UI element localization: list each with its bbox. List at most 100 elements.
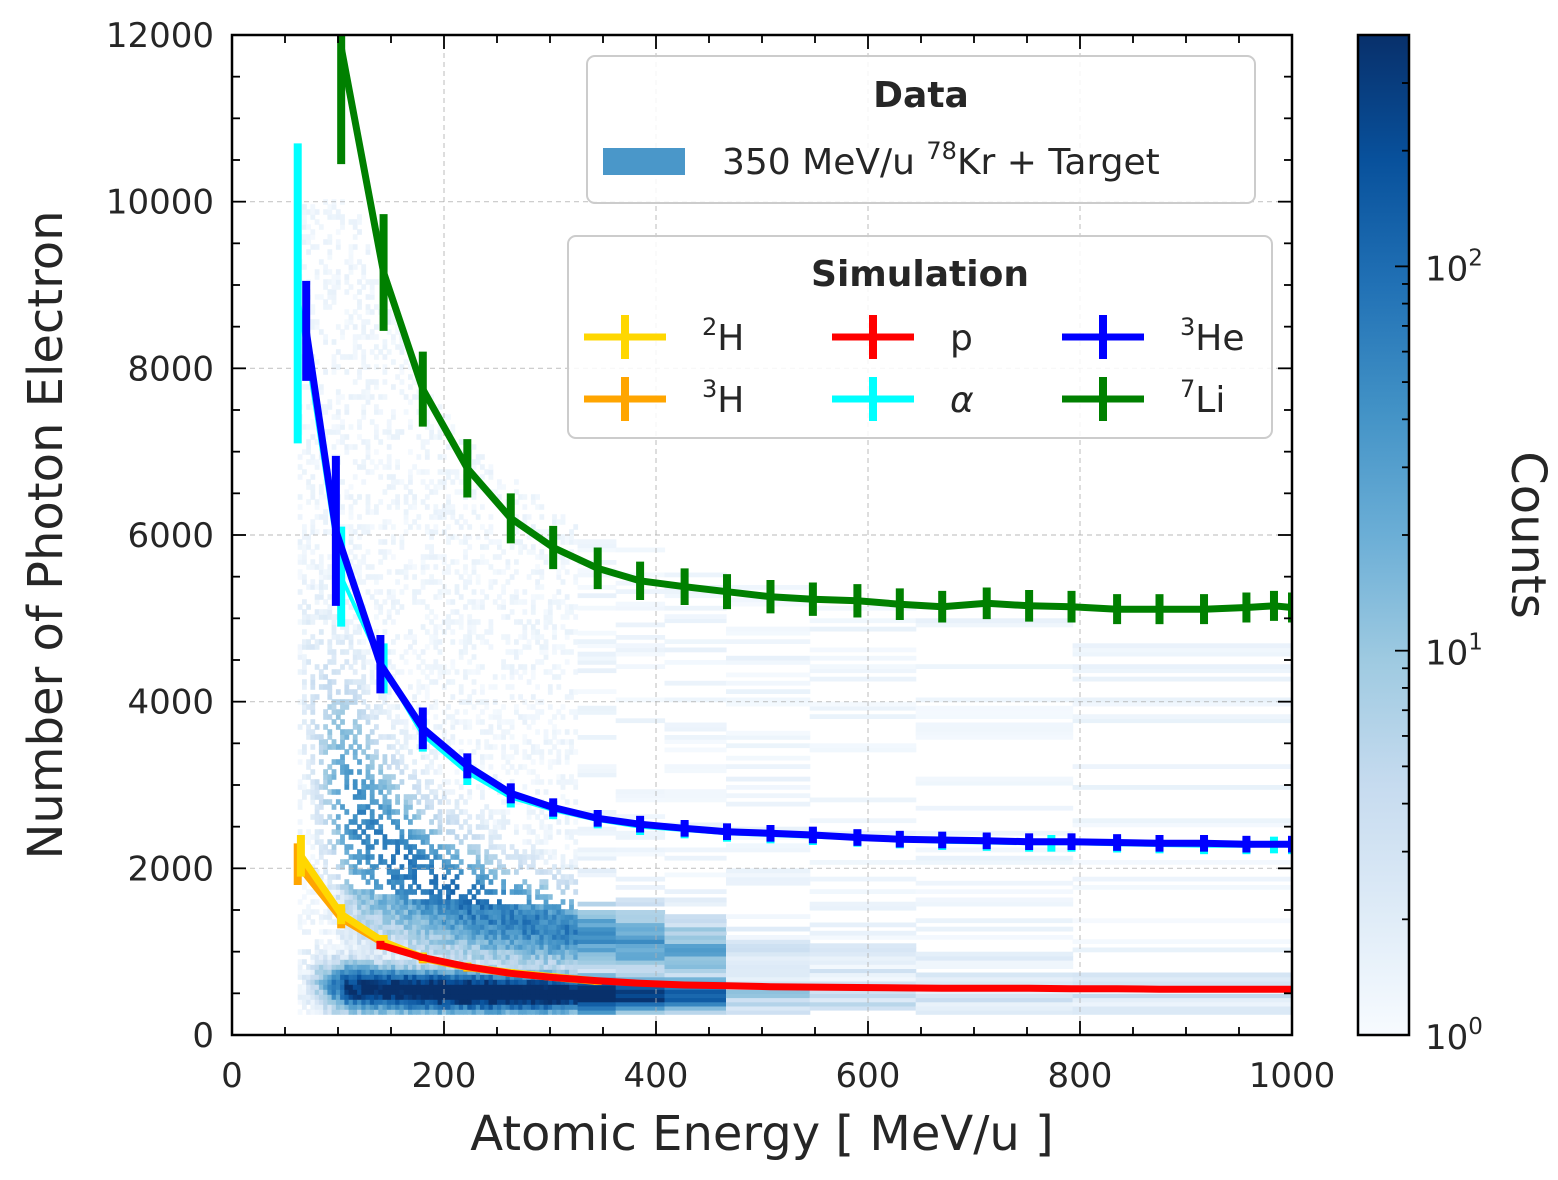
hist-bin: [306, 249, 311, 255]
hist-bin: [348, 619, 354, 625]
hist-bin: [446, 919, 451, 925]
hist-bin: [352, 354, 358, 360]
hist-bin: [480, 939, 485, 945]
hist-bin: [382, 694, 388, 700]
hist-bin: [386, 689, 392, 695]
hist-bin: [408, 884, 413, 890]
hist-bin: [331, 999, 337, 1005]
hist-bin: [399, 899, 405, 905]
hist-bin: [302, 424, 307, 430]
hist-bin: [454, 994, 460, 1000]
hist-bin: [1072, 997, 1292, 1003]
hist-bin: [318, 384, 324, 390]
hist-bin: [446, 509, 451, 515]
hist-bin: [446, 884, 451, 890]
hist-bin: [501, 589, 506, 595]
hist-bin: [302, 549, 307, 555]
hist-bin: [395, 344, 400, 350]
hist-bin: [352, 224, 358, 230]
hist-bin: [514, 749, 519, 755]
hist-bin: [543, 1009, 549, 1015]
hist-bin: [433, 484, 439, 490]
hist-bin: [369, 379, 375, 385]
hist-bin: [348, 494, 354, 500]
hist-bin: [391, 869, 396, 875]
hist-bin: [344, 824, 350, 830]
hist-bin: [560, 989, 566, 995]
hist-bin: [437, 589, 443, 595]
hist-bin: [344, 809, 350, 815]
hist-bin: [391, 774, 396, 780]
hist-bin: [403, 409, 409, 415]
hist-bin: [302, 224, 307, 230]
hist-bin: [450, 724, 456, 730]
hist-bin: [424, 644, 430, 650]
hist-bin: [467, 739, 473, 745]
hist-bin: [475, 864, 481, 870]
hist-bin: [420, 939, 426, 945]
hist-bin: [412, 889, 417, 895]
hist-bin: [369, 664, 375, 670]
hist-bin: [386, 649, 392, 655]
hist-bin: [437, 919, 443, 925]
hist-bin: [539, 634, 545, 640]
hist-bin: [454, 619, 460, 625]
hist-bin: [374, 884, 379, 890]
hist-bin: [535, 619, 540, 625]
hist-bin: [484, 909, 490, 915]
hist-bin: [306, 979, 311, 985]
hist-bin: [323, 859, 328, 865]
hist-bin: [416, 599, 422, 605]
hist-bin: [539, 584, 545, 590]
hist-bin: [357, 524, 362, 530]
hist-bin: [331, 774, 337, 780]
hist-bin: [454, 984, 460, 990]
hist-bin: [348, 869, 354, 875]
hist-bin: [348, 974, 354, 980]
hist-bin: [429, 969, 434, 975]
hist-bin: [492, 774, 498, 780]
hist-bin: [915, 618, 1074, 624]
hist-bin: [501, 924, 506, 930]
hist-bin: [306, 239, 311, 245]
hist-bin: [403, 954, 409, 960]
hist-bin: [352, 914, 358, 920]
hist-bin: [306, 764, 311, 770]
hist-bin: [615, 922, 666, 928]
hist-bin: [458, 974, 464, 980]
hist-bin: [433, 854, 439, 860]
hist-bin: [335, 864, 341, 870]
hist-bin: [318, 999, 324, 1005]
hist-bin: [382, 984, 388, 990]
hist-bin: [484, 989, 490, 995]
hist-bin: [386, 989, 392, 995]
hist-bin: [382, 774, 388, 780]
hist-bin: [484, 729, 490, 735]
hist-bin: [297, 554, 303, 560]
hist-bin: [412, 879, 417, 885]
hist-bin: [501, 999, 506, 1005]
hist-bin: [357, 934, 362, 940]
hist-bin: [403, 969, 409, 975]
hist-bin: [488, 1004, 494, 1010]
hist-bin: [310, 899, 316, 905]
hist-bin: [437, 479, 443, 485]
hist-bin: [664, 976, 727, 982]
hist-bin: [323, 849, 328, 855]
hist-bin: [306, 639, 311, 645]
hist-bin: [501, 749, 506, 755]
hist-bin: [480, 794, 485, 800]
hist-bin: [340, 994, 345, 1000]
hist-bin: [306, 544, 311, 550]
hist-bin: [424, 934, 430, 940]
hist-bin: [399, 909, 405, 915]
hist-bin: [484, 889, 490, 895]
hist-bin: [395, 929, 400, 935]
hist-bin: [501, 549, 506, 555]
hist-bin: [463, 969, 468, 975]
hist-bin: [480, 999, 485, 1005]
hist-bin: [543, 834, 549, 840]
hist-bin: [484, 469, 490, 475]
hist-bin: [420, 984, 426, 990]
hist-bin: [408, 469, 413, 475]
